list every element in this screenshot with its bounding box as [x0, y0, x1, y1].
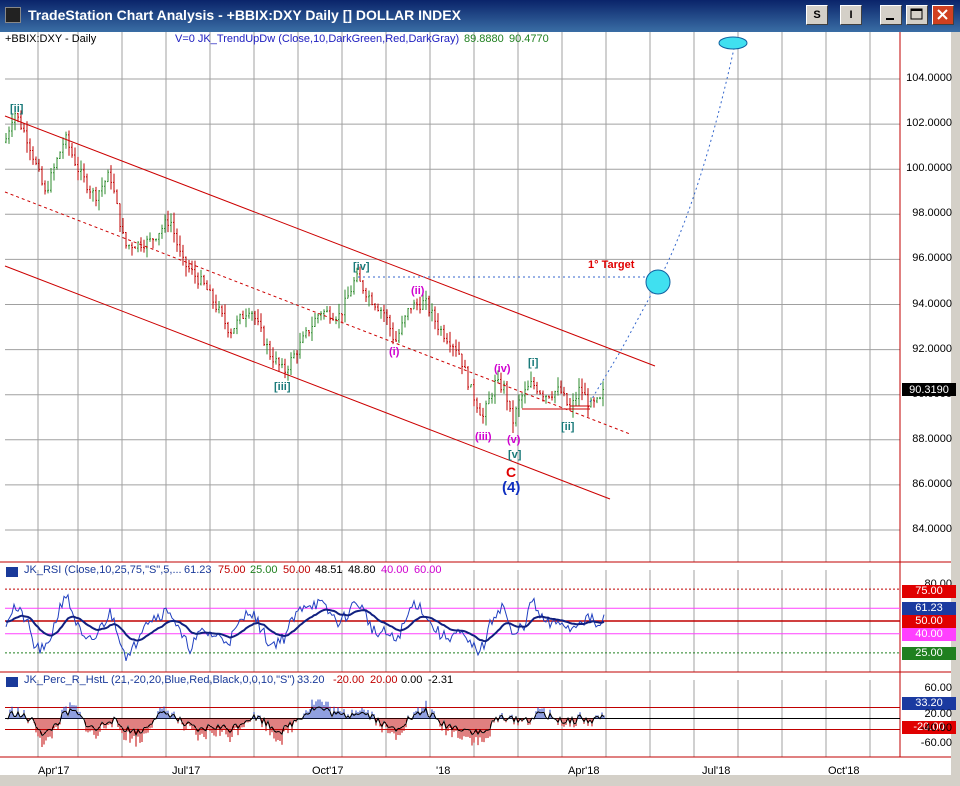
- s-button[interactable]: S: [806, 5, 828, 25]
- date-axis-label: Jul'18: [702, 765, 731, 777]
- perc-axis-m60: -60.00: [920, 737, 952, 749]
- perc-indicator-icon: [6, 677, 18, 687]
- perc-v1: 33.20: [297, 674, 325, 686]
- status-strip: [0, 775, 960, 786]
- perc-axis-60: 60.00: [924, 682, 952, 694]
- perc-box-3320: 33.20: [902, 697, 956, 710]
- date-axis-label: '18: [436, 765, 451, 777]
- date-axis-label: Oct'18: [828, 765, 860, 777]
- wave-label-iv: [iv]: [353, 261, 370, 273]
- wave-label-4: (4): [502, 479, 521, 496]
- price-axis-label: 98.0000: [912, 207, 952, 220]
- date-axis-label: Jul'17: [172, 765, 201, 777]
- rsi-signal-line: [5, 608, 605, 643]
- rsi-box-75: 75.00: [902, 585, 956, 598]
- price-axis-label: 92.0000: [912, 342, 952, 355]
- price-axis-label: 86.0000: [912, 477, 952, 490]
- symbol-label: +BBIX:DXY - Daily: [5, 33, 97, 45]
- chart-area[interactable]: +BBIX:DXY - Daily V=0 JK_TrendUpDw (Clos…: [0, 32, 960, 786]
- rsi-v6: 48.80: [348, 564, 376, 576]
- close-icon: [937, 9, 948, 20]
- price-axis-label: 84.0000: [912, 523, 952, 535]
- date-axis-label: Apr'18: [568, 765, 600, 777]
- price-axis-label: 102.0000: [906, 117, 952, 130]
- app-icon: [5, 7, 21, 23]
- close-button[interactable]: [932, 5, 954, 25]
- channel-mid: [4, 191, 631, 435]
- price-axis-label: 88.0000: [912, 432, 952, 445]
- date-axis-label: Apr'17: [38, 765, 70, 777]
- maximize-button[interactable]: [906, 5, 928, 25]
- indicator-value-2: 90.4770: [509, 33, 549, 45]
- minimize-icon: [886, 18, 894, 20]
- wave-label-iii: [iii]: [274, 381, 291, 393]
- wave-label-c: C: [506, 464, 517, 480]
- price-axis-label: 96.0000: [912, 252, 952, 265]
- rsi-v4: 50.00: [283, 564, 311, 576]
- perc-v3: 20.00: [370, 674, 398, 686]
- target-path-1: [589, 281, 659, 403]
- target-circle-top: [718, 36, 748, 50]
- wave-label-v-bracket: [v]: [508, 449, 522, 461]
- rsi-v3: 25.00: [250, 564, 278, 576]
- rsi-v7: 40.00: [381, 564, 409, 576]
- target-circle: [645, 269, 671, 295]
- i-button[interactable]: I: [840, 5, 862, 25]
- rsi-box-40: 40.00: [902, 628, 956, 641]
- indicator-value-1: 89.8880: [464, 33, 504, 45]
- maximize-icon: [910, 8, 923, 20]
- perc-axis-20: 20.00: [924, 708, 952, 720]
- date-axis-label: Oct'17: [312, 765, 344, 777]
- wave-label-ii-top: [ii]: [10, 103, 24, 115]
- perc-box-m20: -20.00: [902, 721, 956, 734]
- minimize-button[interactable]: [880, 5, 902, 25]
- rsi-box-25: 25.00: [902, 647, 956, 660]
- title-bar: TradeStation Chart Analysis - +BBIX:DXY …: [0, 0, 960, 32]
- scrollbar: [951, 32, 960, 786]
- perc-name: JK_Perc_R_HstL (21,-20,20,Blue,Red,Black…: [24, 674, 295, 686]
- price-axis-label: 94.0000: [912, 297, 952, 310]
- wave-label-v-small: (v): [507, 434, 521, 446]
- wave-label-iii-small: (iii): [475, 431, 492, 443]
- channel-lower: [4, 265, 611, 500]
- target-path-2: [657, 43, 736, 283]
- wave-label-ii-small: (ii): [411, 285, 425, 297]
- rsi-name: JK_RSI (Close,10,25,75,"S",5,...: [24, 564, 182, 576]
- perc-signal-line: [5, 706, 605, 738]
- rsi-v1: 61.23: [184, 564, 212, 576]
- last-price-box: 90.3190: [902, 383, 956, 396]
- perc-v4: 0.00: [401, 674, 423, 686]
- wave-label-i-small: (i): [389, 346, 400, 358]
- rsi-box-6123: 61.23: [902, 602, 956, 615]
- wave-label-iv-small: (iv): [494, 363, 511, 375]
- rsi-v8: 60.00: [414, 564, 442, 576]
- rsi-indicator-icon: [6, 567, 18, 577]
- perc-axis-m40: -40.00: [920, 722, 952, 734]
- price-axis-label: 100.0000: [906, 162, 952, 175]
- rsi-box-50: 50.00: [902, 615, 956, 628]
- channel-upper: [4, 115, 656, 367]
- rsi-line: [5, 593, 605, 662]
- wave-label-i-bracket: [i]: [528, 357, 539, 369]
- indicator-label: V=0 JK_TrendUpDw (Close,10,DarkGreen,Red…: [175, 33, 460, 45]
- perc-v2: -20.00: [333, 674, 365, 686]
- rsi-v5: 48.51: [315, 564, 343, 576]
- wave-label-ii-bracket: [ii]: [561, 421, 575, 433]
- price-chart: [0, 32, 960, 786]
- price-axis-label: 104.0000: [906, 72, 952, 84]
- perc-v5: -2.31: [428, 674, 454, 686]
- target-label: 1° Target: [588, 259, 635, 271]
- window-title: TradeStation Chart Analysis - +BBIX:DXY …: [28, 7, 461, 23]
- rsi-v2: 75.00: [218, 564, 246, 576]
